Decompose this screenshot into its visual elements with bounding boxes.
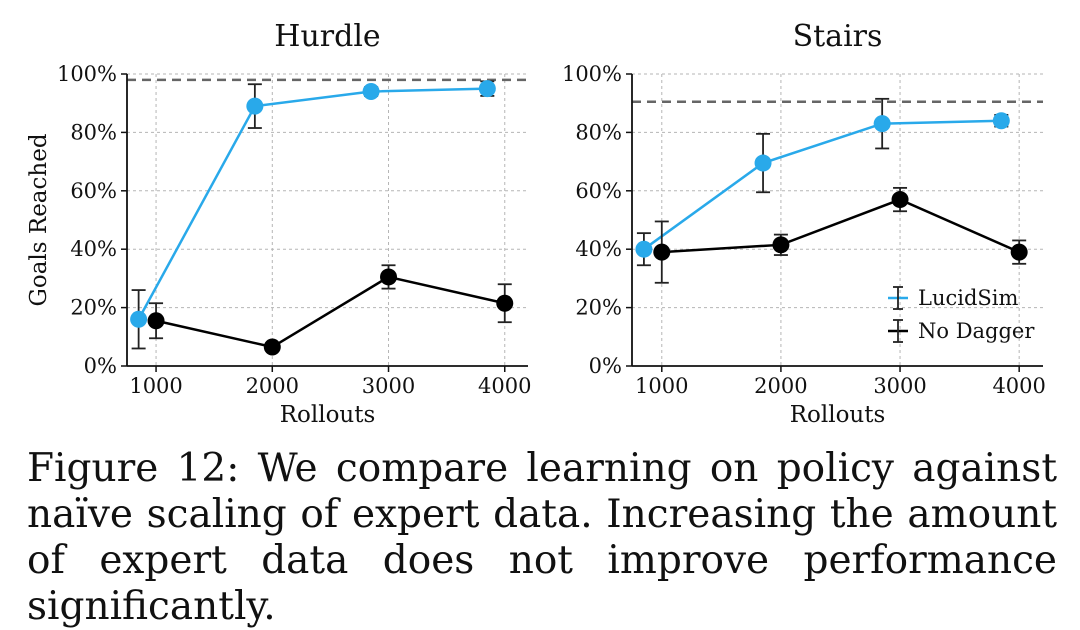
- legend: LucidSim No Dagger: [888, 286, 1035, 343]
- y-tick-label: 20%: [70, 296, 117, 320]
- x-axis-label: Rollouts: [280, 402, 376, 428]
- data-point: [496, 294, 514, 312]
- figure: 1000 2000 3000 4000 0% 20% 40% 60% 80% 100% Hurdle…: [26, 19, 1046, 428]
- x-tick-label: 2000: [246, 374, 299, 398]
- data-point: [147, 312, 165, 330]
- data-point: [130, 310, 148, 328]
- data-point: [635, 240, 653, 258]
- y-tick-label: 60%: [575, 179, 622, 203]
- y-tick-label: 100%: [562, 62, 622, 86]
- series-no-dagger: [653, 186, 1028, 284]
- series-line: [155, 275, 506, 349]
- data-point: [263, 338, 281, 356]
- y-tick-label: 40%: [575, 237, 622, 261]
- series-line: [137, 87, 488, 320]
- data-point: [992, 112, 1010, 130]
- data-point: [478, 80, 496, 98]
- chart-title: Hurdle: [274, 19, 380, 54]
- chart-panel-2: 1000 2000 3000 4000 0% 20% 40% 60% 80% 100% Stairs…: [562, 19, 1046, 428]
- x-tick-label: 4000: [478, 374, 531, 398]
- y-tick-label: 80%: [575, 120, 622, 144]
- x-tick-label: 4000: [992, 374, 1045, 398]
- y-tick-label: 40%: [70, 237, 117, 261]
- data-point: [653, 243, 671, 261]
- y-tick-label: 80%: [70, 120, 117, 144]
- data-point: [1010, 243, 1028, 261]
- series-no-dagger: [147, 264, 514, 356]
- data-point: [754, 154, 772, 172]
- figure-caption: Figure 12: We compare learning on policy…: [27, 446, 1057, 629]
- series-lucidsim: [130, 80, 496, 350]
- data-point: [380, 268, 398, 286]
- x-tick-label: 1000: [129, 374, 182, 398]
- y-tick-label: 20%: [575, 296, 622, 320]
- y-tick-label: 0%: [589, 354, 622, 378]
- y-tick-label: 0%: [84, 354, 117, 378]
- y-tick-label: 100%: [57, 62, 117, 86]
- data-point: [362, 83, 380, 101]
- chart-panel-1: 1000 2000 3000 4000 0% 20% 40% 60% 80% 100% Hurdle…: [26, 19, 531, 428]
- data-point: [873, 115, 891, 133]
- series-line: [661, 198, 1020, 254]
- legend-label: No Dagger: [918, 319, 1035, 343]
- y-tick-label: 60%: [70, 179, 117, 203]
- y-axis-label: Goals Reached: [26, 133, 52, 306]
- series-line: [643, 119, 1002, 251]
- data-point: [772, 236, 790, 254]
- data-point: [246, 97, 264, 115]
- x-tick-label: 1000: [635, 374, 688, 398]
- x-axis-label: Rollouts: [790, 402, 886, 428]
- data-point: [891, 191, 909, 209]
- x-tick-label: 3000: [362, 374, 415, 398]
- x-tick-label: 2000: [754, 374, 807, 398]
- legend-label: LucidSim: [918, 286, 1018, 310]
- chart-title: Stairs: [793, 19, 883, 54]
- series-lucidsim: [635, 97, 1010, 267]
- x-tick-label: 3000: [873, 374, 926, 398]
